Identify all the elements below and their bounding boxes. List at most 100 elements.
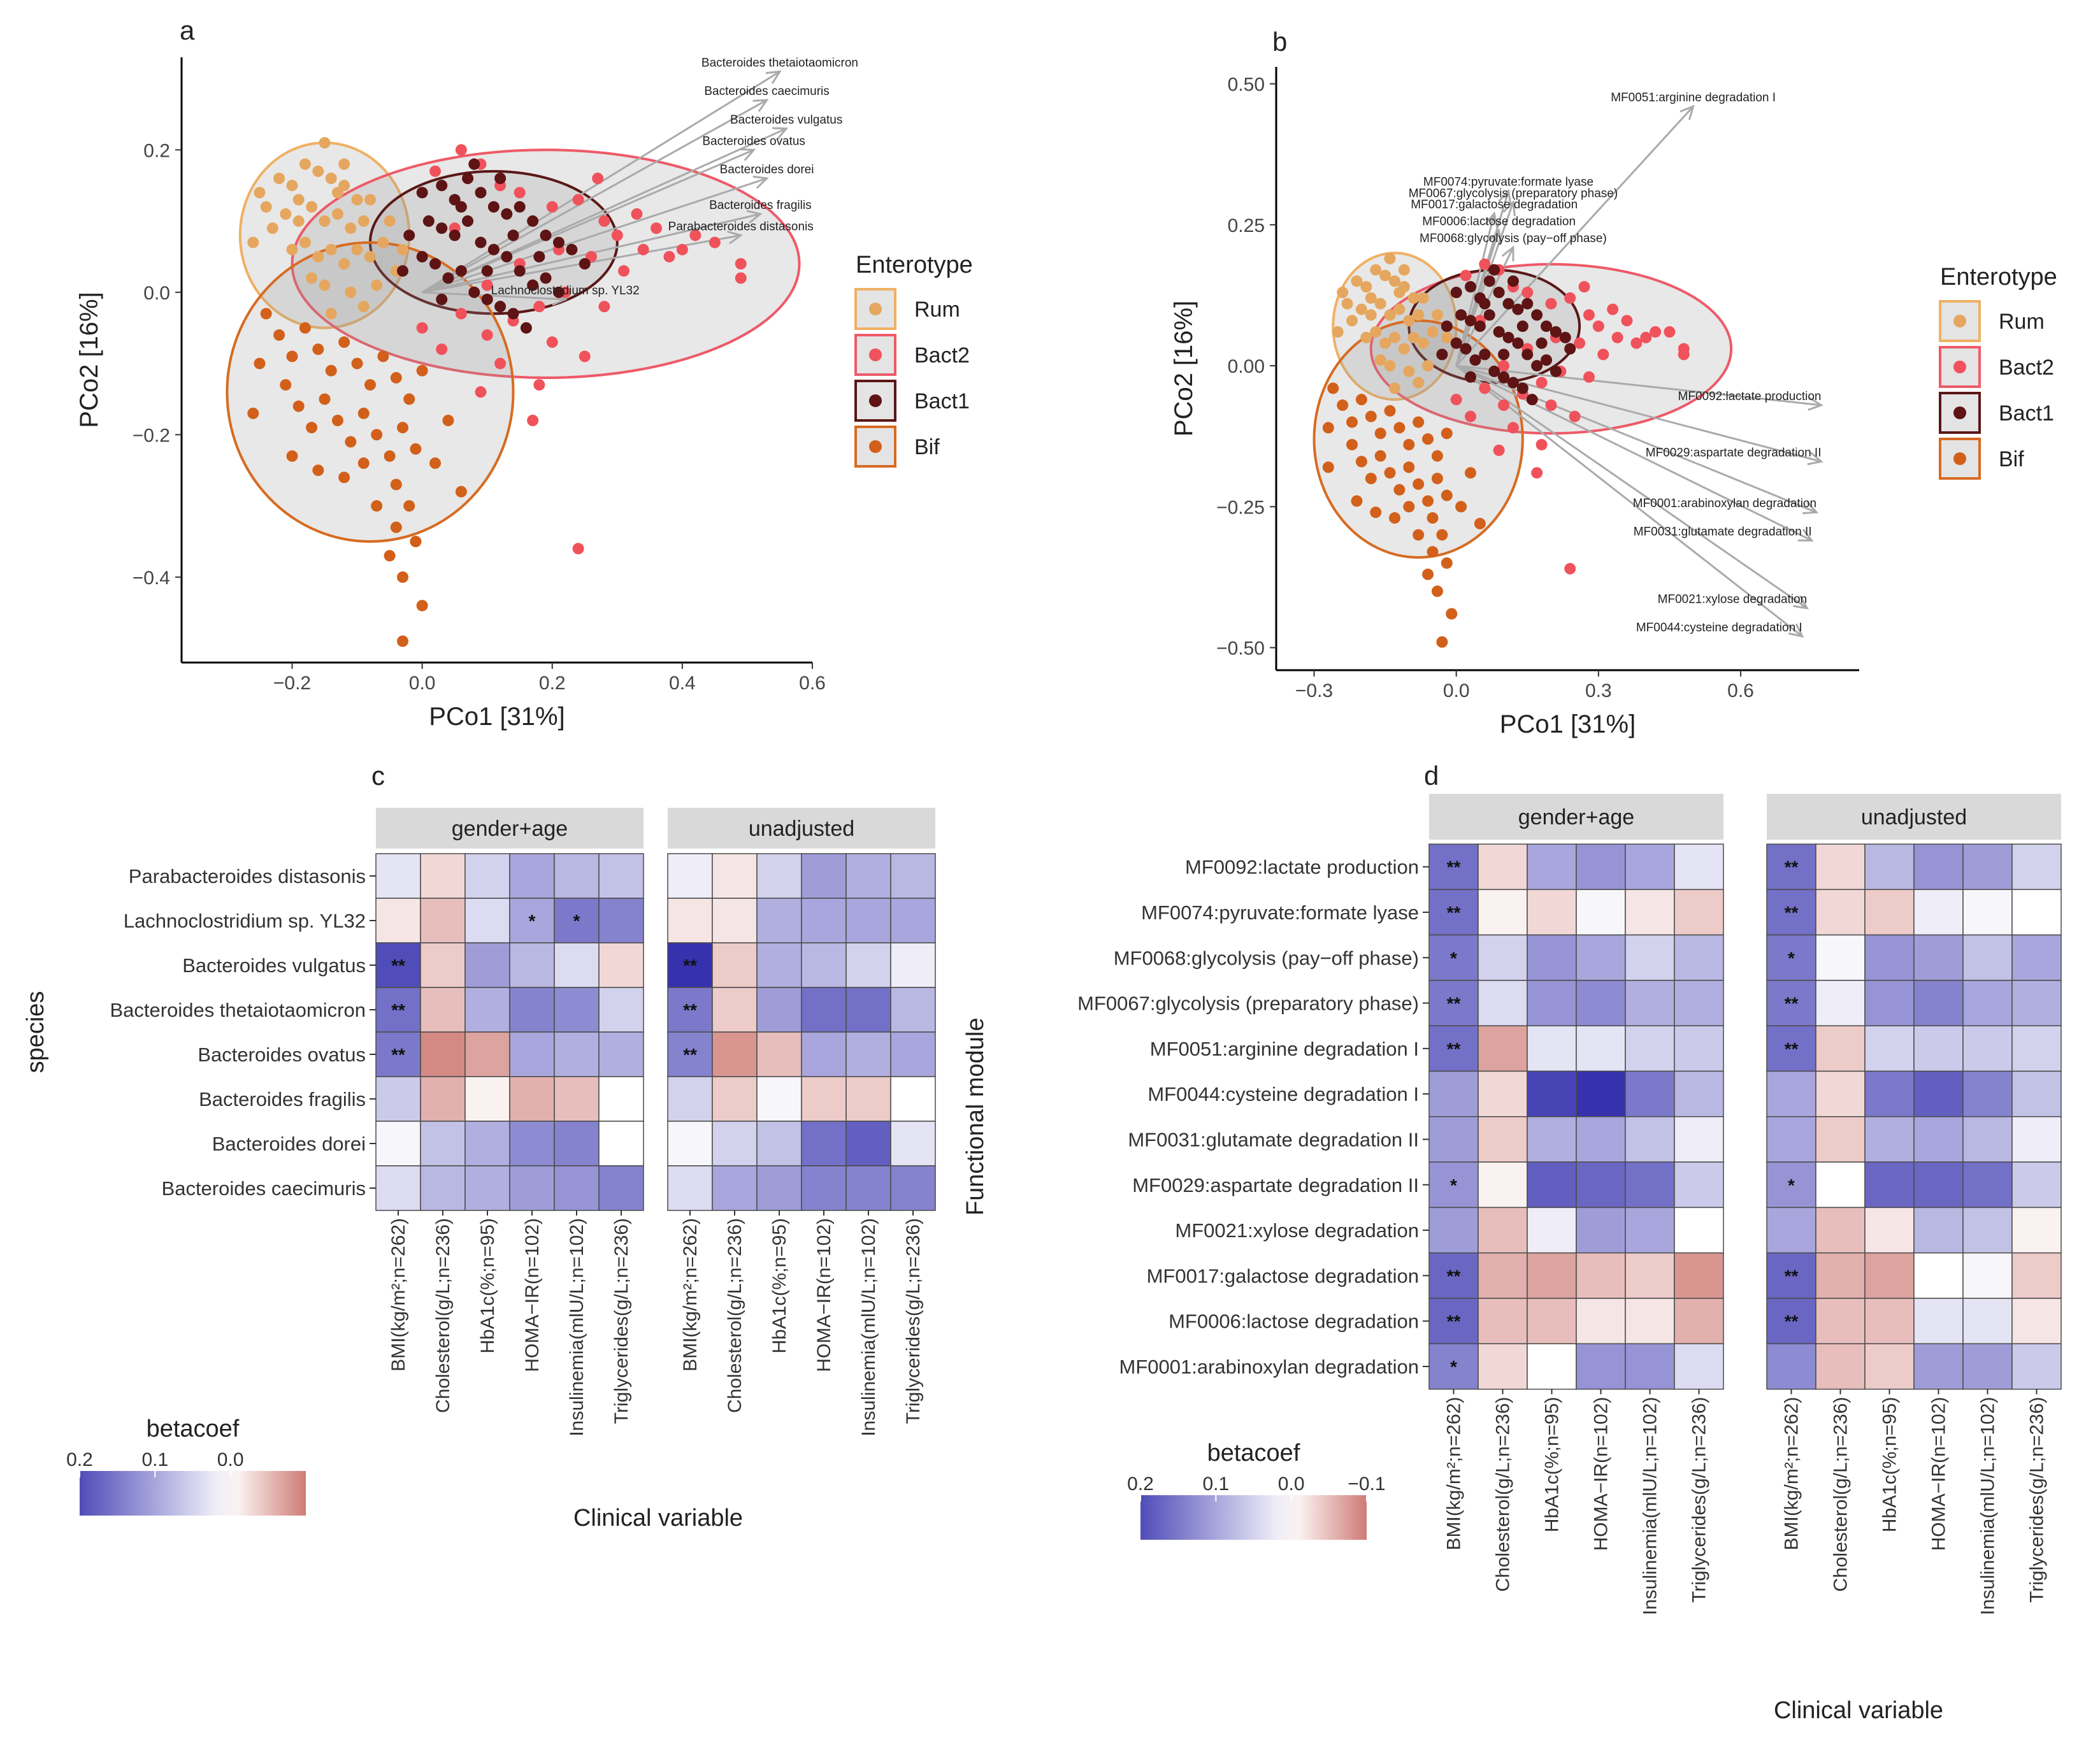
heat-cell: [420, 1076, 466, 1122]
column-label: Cholesterol(g/L;n=236): [433, 1218, 454, 1413]
significance-star: **: [1447, 903, 1461, 922]
x-tick-label: 0.3: [1585, 680, 1612, 701]
point-bact1: [1460, 343, 1472, 355]
heat-cell: [1864, 889, 1915, 936]
heat-cell: [1913, 1025, 1964, 1072]
point-bif: [1441, 489, 1453, 501]
heat-cell: [1674, 1025, 1724, 1072]
heat-cell: [1674, 1343, 1724, 1390]
point-bif: [1413, 529, 1425, 541]
arrow-label: MF0068:glycolysis (pay−off phase): [1420, 232, 1607, 245]
point-bact1: [566, 243, 578, 255]
legend-dot-bif: [869, 440, 882, 453]
heat-cell: [598, 898, 644, 943]
heat-cell: [1864, 843, 1915, 891]
column-label: Insulinemia(mlU/L;n=102): [1978, 1397, 1999, 1616]
point-bif: [1393, 484, 1406, 496]
heat-cell: [1428, 934, 1479, 981]
heat-cell: [1478, 1207, 1528, 1254]
point-bact1: [1521, 348, 1534, 361]
point-bact1: [436, 180, 448, 192]
column-label: HOMA−IR(n=102): [1591, 1397, 1612, 1551]
row-label: MF0092:lactate production: [1185, 856, 1419, 879]
significance-star: **: [683, 956, 697, 975]
point-bact1: [1541, 320, 1553, 333]
heat-cell: [509, 942, 555, 988]
betacoef-legend: betacoef 0.2 0.1 0.0 −0.1: [1127, 1440, 1386, 1540]
significance-star: **: [683, 1045, 697, 1065]
point-rum: [286, 180, 298, 192]
heat-cell: [1478, 889, 1528, 936]
heat-cell: [756, 1031, 802, 1077]
row-label: Bacteroides vulgatus: [182, 954, 366, 977]
point-bact2: [579, 350, 591, 362]
point-bact1: [1521, 298, 1534, 310]
column-label: HbA1c(%;n=95): [1542, 1397, 1563, 1533]
point-bif: [403, 500, 415, 512]
point-bact1: [1493, 326, 1505, 338]
heat-cell: [1815, 1207, 1866, 1254]
point-rum: [1337, 287, 1349, 299]
point-bact1: [501, 250, 513, 262]
loading-arrow: [422, 127, 787, 294]
heat-cell: [1962, 843, 2013, 891]
row-label: Bacteroides thetaiotaomicron: [110, 999, 366, 1021]
point-rum: [345, 286, 357, 298]
significance-star: **: [1785, 1312, 1799, 1331]
point-bact2: [1498, 360, 1510, 372]
point-rum: [1441, 331, 1453, 343]
point-bact1: [507, 308, 519, 320]
point-bact2: [1545, 399, 1557, 412]
heat-cell: [801, 1121, 847, 1166]
heat-cell: [1428, 889, 1479, 936]
heat-cell: [1815, 1343, 1866, 1390]
significance-star: **: [391, 1045, 405, 1065]
point-bact1: [533, 250, 545, 262]
point-bif: [397, 571, 409, 583]
point-bact2: [735, 272, 747, 284]
point-bact1: [1465, 281, 1476, 293]
legend-title: betacoef: [147, 1416, 240, 1442]
loading-arrow: [1455, 364, 1808, 609]
heat-cell: [1913, 1116, 1964, 1163]
point-rum: [319, 215, 331, 227]
loading-arrow: [422, 291, 566, 301]
point-bif: [312, 464, 324, 477]
point-rum: [1346, 315, 1358, 327]
heat-cell: [1576, 1025, 1626, 1072]
x-tick-label: −0.3: [1295, 680, 1333, 701]
heat-cell: [598, 1121, 644, 1166]
heat-cell: [1913, 1298, 1964, 1345]
heat-cell: [1428, 1070, 1479, 1117]
significance-star: **: [1447, 1312, 1461, 1331]
arrow-label: Bacteroides thetaiotaomicron: [701, 56, 858, 69]
heat-cell: [801, 853, 847, 899]
heat-cell: [667, 1031, 713, 1077]
heat-cell: [1815, 1161, 1866, 1209]
heat-cell: [1576, 934, 1626, 981]
heat-cell: [1913, 843, 1964, 891]
point-bact1: [487, 201, 500, 213]
heat-cell: [667, 987, 713, 1033]
point-bact2: [708, 236, 721, 248]
point-rum: [292, 194, 305, 206]
point-bact1: [1469, 354, 1481, 366]
point-rum: [306, 272, 318, 284]
panel-tag-b: b: [1272, 27, 1287, 57]
row-label: MF0029:aspartate degradation II: [1132, 1174, 1419, 1196]
arrow-label: MF0006:lactose degradation: [1422, 215, 1576, 229]
heat-cell: [1815, 980, 1866, 1026]
point-bact1: [442, 272, 454, 284]
heat-cell: [1527, 1116, 1577, 1163]
point-bact2: [514, 187, 526, 199]
heat-cell: [1625, 843, 1675, 891]
point-bif: [384, 450, 396, 462]
heat-cell: [1913, 889, 1964, 936]
row-label: MF0068:glycolysis (pay−off phase): [1114, 947, 1419, 969]
point-bact1: [1493, 287, 1505, 299]
point-bif: [1365, 473, 1377, 485]
point-rum: [338, 258, 350, 270]
point-bif: [1384, 405, 1396, 417]
point-bact1: [1488, 264, 1500, 276]
heat-cell: [509, 1031, 555, 1077]
